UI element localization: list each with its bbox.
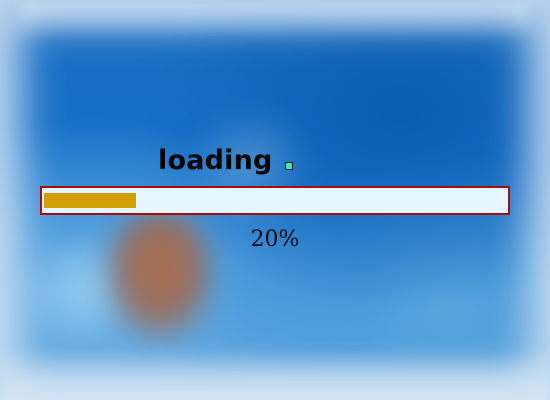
blurred-background-figure: [105, 210, 215, 340]
progress-percent: 20%: [250, 227, 300, 252]
background-top-band: [20, 0, 530, 40]
progress-bar: [40, 186, 510, 215]
background-bottom-band: [0, 350, 550, 400]
spinner-dot-icon: [285, 162, 293, 170]
loading-title: loading: [158, 145, 273, 176]
progress-bar-fill: [44, 193, 136, 208]
